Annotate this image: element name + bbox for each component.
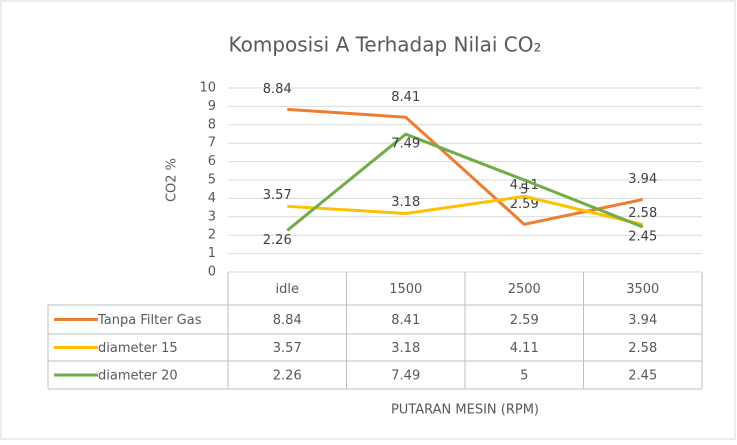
y-tick-label: 10 — [199, 81, 216, 96]
x-tick-label: 1500 — [389, 282, 422, 297]
data-label: 2.45 — [628, 229, 657, 244]
y-tick-label: 1 — [208, 246, 216, 261]
table-cell: 8.84 — [273, 313, 302, 328]
y-tick-label: 4 — [208, 191, 216, 206]
data-label: 2.58 — [628, 206, 657, 221]
y-tick-label: 9 — [208, 99, 216, 114]
data-label: 3.94 — [628, 172, 657, 187]
table-cell: 5 — [520, 369, 528, 384]
y-tick-label: 5 — [208, 173, 216, 188]
x-tick-label: 3500 — [626, 282, 659, 297]
y-tick-label: 3 — [208, 209, 216, 224]
data-label: 2.26 — [263, 233, 292, 248]
data-label: 3.57 — [263, 188, 292, 203]
legend-label: Tanpa Filter Gas — [97, 313, 202, 328]
table-cell: 2.59 — [510, 313, 539, 328]
data-label: 8.84 — [263, 82, 292, 97]
x-tick-label: idle — [276, 282, 299, 297]
table-cell: 7.49 — [391, 369, 420, 384]
y-tick-label: 2 — [208, 228, 216, 243]
series-line — [286, 132, 644, 232]
table-cell: 8.41 — [391, 313, 420, 328]
table-cell: 3.18 — [391, 341, 420, 356]
table-cell: 4.11 — [510, 341, 539, 356]
y-tick-label: 7 — [208, 136, 216, 151]
data-label: 7.49 — [391, 137, 420, 152]
series-line — [287, 194, 644, 226]
x-axis-title: PUTARAN MESIN (RPM) — [391, 403, 539, 418]
table-cell: 2.26 — [273, 369, 302, 384]
data-label: 3.18 — [391, 195, 420, 210]
table-cell: 3.94 — [628, 313, 657, 328]
y-tick-label: 8 — [208, 117, 216, 132]
y-axis-title: CO2 % — [165, 158, 180, 202]
chart-title: Komposisi A Terhadap Nilai CO₂ — [228, 33, 541, 57]
data-label: 5 — [520, 183, 528, 198]
table-cell: 2.45 — [628, 369, 657, 384]
y-tick-label: 6 — [208, 154, 216, 169]
legend-label: diameter 15 — [98, 341, 178, 356]
data-label: 2.59 — [510, 197, 539, 212]
legend-label: diameter 20 — [98, 369, 178, 384]
data-label: 8.41 — [391, 90, 420, 105]
table-cell: 2.58 — [628, 341, 657, 356]
y-tick-label: 0 — [208, 265, 216, 280]
x-tick-label: 2500 — [508, 282, 541, 297]
table-cell: 3.57 — [273, 341, 302, 356]
